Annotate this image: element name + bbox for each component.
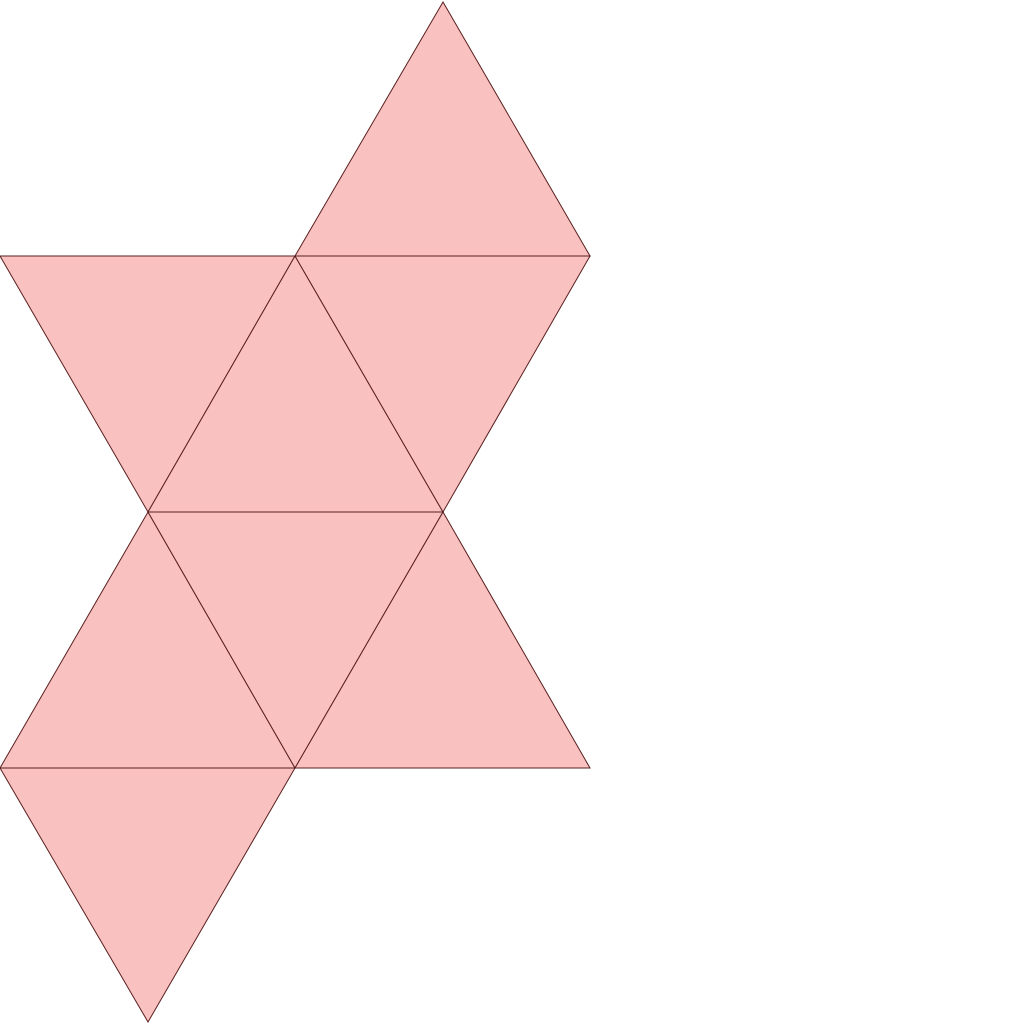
- face-bottom-inverted: [0, 767, 296, 1023]
- face-right-inverted: [294, 255, 591, 514]
- face-right-lower: [294, 510, 591, 769]
